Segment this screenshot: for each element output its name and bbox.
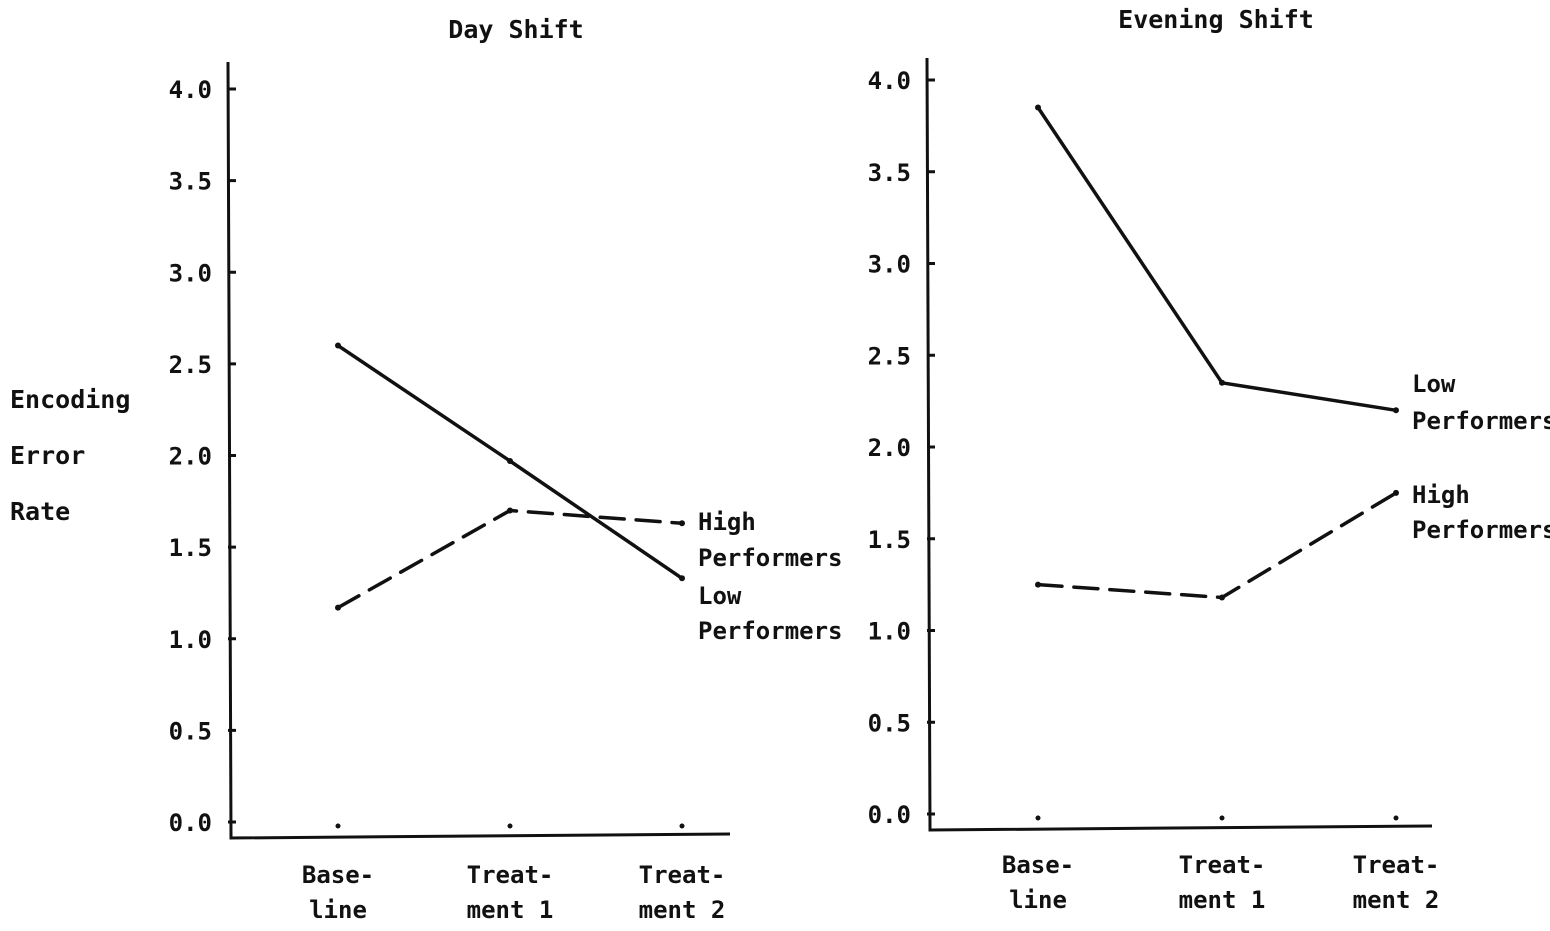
y-tick-label: 1.0 bbox=[868, 618, 911, 646]
series-line-low-performers bbox=[1036, 105, 1398, 413]
series-label-low-performers: Low bbox=[1412, 370, 1456, 398]
series-label-high-performers: High bbox=[698, 508, 756, 536]
x-tick-label: ment 1 bbox=[467, 896, 554, 924]
series-labels: Low Performers High Performers bbox=[1412, 370, 1550, 544]
y-tick-label: 3.0 bbox=[868, 251, 911, 279]
series-label-high-performers: Performers bbox=[698, 544, 843, 572]
axes bbox=[226, 61, 731, 840]
y-tick-label: 4.0 bbox=[868, 67, 911, 95]
data-point-high-performers bbox=[1035, 581, 1041, 588]
y-tick-label: 3.5 bbox=[868, 159, 911, 187]
data-point-high-performers bbox=[507, 507, 513, 514]
x-tick-mark bbox=[1393, 815, 1399, 821]
day-shift-panel: Day Shift 0.0 0.5 1.0 1.5 2.0 2.5 3.0 3.5 4.0 Ba… bbox=[169, 15, 843, 924]
axis-lines bbox=[925, 57, 1433, 832]
panel-title: Evening Shift bbox=[1118, 5, 1314, 34]
data-point-low-performers bbox=[1035, 104, 1041, 111]
x-categories: Base-line Treat-ment 1 Treat-ment 2 bbox=[302, 823, 726, 924]
y-axis-label: Encoding Error Rate bbox=[10, 385, 130, 526]
data-point-low-performers bbox=[335, 342, 341, 349]
data-point-high-performers bbox=[335, 604, 341, 611]
x-tick-mark bbox=[507, 823, 513, 829]
series-label-low-performers: Low bbox=[698, 582, 742, 610]
x-tick-label: Treat- bbox=[467, 861, 554, 889]
y-axis-label-line-3: Rate bbox=[10, 497, 70, 526]
y-tick-label: 2.5 bbox=[868, 342, 911, 370]
y-tick-label: 2.0 bbox=[868, 434, 911, 462]
y-tick-label: 4.0 bbox=[169, 76, 212, 104]
evening-shift-panel: Evening Shift 0.0 0.5 1.0 1.5 2.0 2.5 3.0 3.5 4.… bbox=[868, 5, 1550, 914]
y-ticks: 0.0 0.5 1.0 1.5 2.0 2.5 3.0 3.5 4.0 bbox=[169, 76, 236, 837]
data-point-low-performers bbox=[1393, 407, 1399, 414]
data-point-low-performers bbox=[507, 457, 513, 464]
x-tick-label: Treat- bbox=[1353, 851, 1440, 879]
x-tick-label: ment 2 bbox=[1353, 886, 1440, 914]
series-line-high-performers bbox=[1036, 491, 1398, 600]
y-tick-label: 3.0 bbox=[169, 259, 212, 287]
x-tick-mark bbox=[335, 823, 341, 829]
y-tick-label: 0.5 bbox=[169, 717, 212, 745]
y-tick-label: 0.0 bbox=[169, 809, 212, 837]
y-tick-label: 3.5 bbox=[169, 168, 212, 196]
y-tick-label: 0.0 bbox=[868, 801, 911, 829]
data-point-high-performers bbox=[1219, 594, 1225, 601]
y-tick-label: 1.5 bbox=[868, 526, 911, 554]
data-point-low-performers bbox=[679, 575, 685, 582]
x-categories: Base-line Treat-ment 1 Treat-ment 2 bbox=[1002, 815, 1440, 914]
y-tick-label: 1.0 bbox=[169, 626, 212, 654]
axes bbox=[925, 57, 1433, 832]
x-tick-label: ment 1 bbox=[1179, 886, 1266, 914]
y-ticks: 0.0 0.5 1.0 1.5 2.0 2.5 3.0 3.5 4.0 bbox=[868, 67, 935, 829]
series-lines bbox=[1035, 104, 1399, 601]
data-point-high-performers bbox=[679, 520, 685, 527]
series-label-low-performers: Performers bbox=[1412, 407, 1550, 435]
series-label-high-performers: Performers bbox=[1412, 516, 1550, 544]
x-tick-mark bbox=[1035, 815, 1041, 821]
x-tick-label: line bbox=[1009, 886, 1067, 914]
x-tick-label: Base- bbox=[1002, 851, 1074, 879]
panel-title: Day Shift bbox=[448, 15, 583, 44]
y-tick-label: 2.0 bbox=[169, 443, 212, 471]
x-tick-label: Treat- bbox=[639, 861, 726, 889]
series-label-high-performers: High bbox=[1412, 481, 1470, 509]
y-tick-label: 2.5 bbox=[169, 351, 212, 379]
x-tick-mark bbox=[1219, 815, 1225, 821]
series-line-high-performers bbox=[336, 508, 684, 610]
data-point-high-performers bbox=[1393, 489, 1399, 496]
x-tick-label: Treat- bbox=[1179, 851, 1266, 879]
y-axis-label-line-2: Error bbox=[10, 441, 85, 470]
series-lines bbox=[335, 342, 685, 611]
axis-lines bbox=[226, 61, 731, 840]
x-tick-label: ment 2 bbox=[639, 896, 726, 924]
data-point-low-performers bbox=[1219, 379, 1225, 386]
series-labels: Low Performers High Performers bbox=[698, 508, 843, 645]
series-label-low-performers: Performers bbox=[698, 617, 843, 645]
y-tick-label: 1.5 bbox=[169, 534, 212, 562]
x-tick-label: line bbox=[309, 896, 367, 924]
x-tick-mark bbox=[679, 823, 685, 829]
y-tick-label: 0.5 bbox=[868, 709, 911, 737]
x-tick-label: Base- bbox=[302, 861, 374, 889]
y-axis-label-line-1: Encoding bbox=[10, 385, 130, 414]
